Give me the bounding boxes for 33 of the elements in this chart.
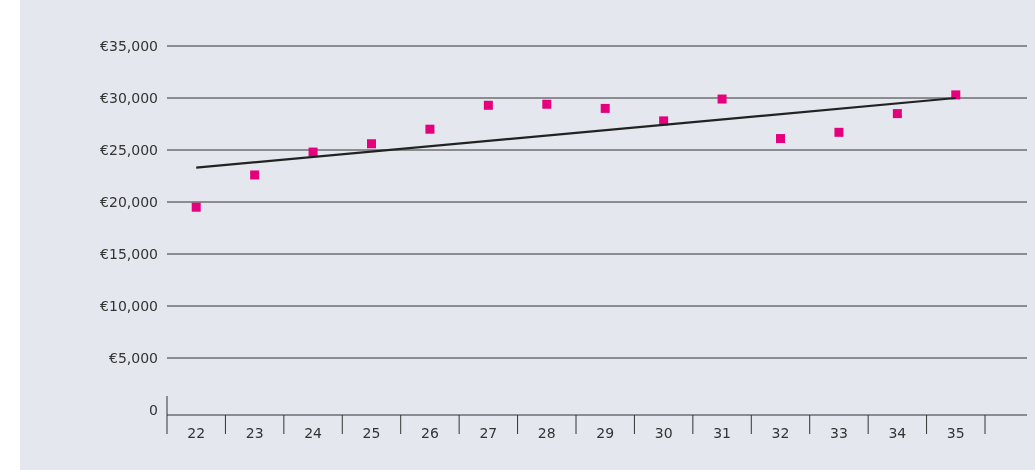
y-tick-label: 0	[149, 401, 158, 418]
x-tick-label: 26	[421, 425, 439, 441]
point	[542, 99, 552, 109]
x-tick-label: 25	[362, 425, 381, 441]
x-tick-label: 24	[304, 425, 323, 441]
x-tick-label: 29	[596, 425, 615, 441]
point	[717, 94, 727, 104]
y-tick-label: €30,000	[100, 89, 158, 106]
point	[191, 202, 201, 212]
x-tick-label: 34	[888, 425, 907, 441]
x-tick-label: 23	[245, 425, 264, 441]
x-tick-label: 27	[479, 425, 498, 441]
point	[367, 139, 376, 149]
y-tick-label: €5,000	[109, 349, 158, 366]
x-tick-label: 22	[187, 425, 206, 441]
point	[250, 170, 260, 180]
y-tick-label: €25,000	[100, 141, 158, 158]
y-tick-label: €35,000	[100, 37, 158, 54]
y-tick-label: €10,000	[100, 297, 158, 314]
point	[425, 124, 435, 134]
x-tick-label: 31	[713, 425, 731, 441]
point	[892, 109, 902, 119]
y-tick-label: €20,000	[100, 193, 158, 210]
x-tick-label: 33	[830, 425, 848, 441]
x-tick-label: 30	[654, 425, 673, 441]
point	[776, 134, 785, 144]
point	[483, 100, 493, 110]
point	[600, 103, 610, 113]
x-tick-label: 32	[771, 425, 790, 441]
point	[834, 127, 844, 137]
x-tick-label: 28	[537, 425, 556, 441]
x-tick-label: 35	[946, 425, 965, 441]
y-tick-label: €15,000	[100, 245, 158, 262]
